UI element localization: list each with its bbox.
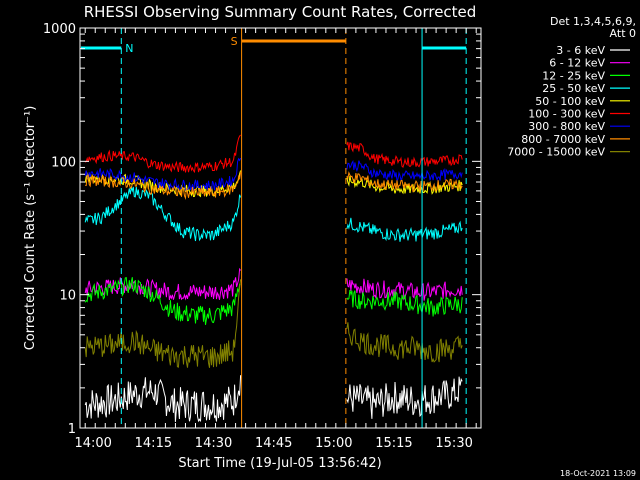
- series-line-7: [85, 171, 463, 201]
- plot-frame: [79, 27, 482, 429]
- y-tick-label: 100: [51, 155, 76, 170]
- x-tick-label: 14:15: [135, 436, 172, 451]
- x-tick-label: 15:15: [375, 436, 412, 451]
- x-tick-label: 14:45: [255, 436, 292, 451]
- x-tick-label: 14:30: [195, 436, 232, 451]
- legend-entry-label: 50 - 100 keV: [535, 95, 605, 108]
- x-axis-label: Start Time (19-Jul-05 13:56:42): [178, 456, 381, 471]
- legend-entry-label: 800 - 7000 keV: [521, 133, 605, 146]
- y-tick-label: 1000: [43, 22, 76, 37]
- series-line-3: [84, 186, 463, 242]
- legend-entry-label: 3 - 6 keV: [556, 44, 605, 57]
- footer-date: 18-Oct-2021 13:09: [560, 469, 636, 478]
- legend-header-line: Det 1,3,4,5,6,9,: [550, 15, 636, 28]
- x-tick-label: 14:00: [74, 436, 111, 451]
- y-tick-label: 1: [68, 422, 76, 437]
- legend-header-line: Att 0: [610, 27, 636, 40]
- legend-entry-label: 12 - 25 keV: [542, 69, 605, 82]
- x-tick-label: 15:00: [315, 436, 352, 451]
- legend-entry-label: 300 - 800 keV: [528, 120, 605, 133]
- y-tick-label: 10: [59, 289, 76, 304]
- axes: 1 10 100 1000 14:00 14:15 14:30 14:45 15:00 15:15…: [43, 22, 481, 451]
- series-line-5: [84, 134, 463, 174]
- plot-area: SN: [81, 28, 467, 428]
- series-line-8: [84, 279, 463, 368]
- series-line-2: [84, 276, 463, 325]
- series-line-0: [84, 375, 463, 423]
- legend-entry-label: 25 - 50 keV: [542, 82, 605, 95]
- night-label-n: N: [125, 42, 133, 55]
- legend-entry-label: 7000 - 15000 keV: [507, 146, 605, 159]
- x-tick-label: 15:30: [435, 436, 472, 451]
- legend-entry-label: 100 - 300 keV: [528, 108, 605, 121]
- series-line-6: [84, 157, 463, 192]
- gap-label-s: S: [231, 35, 238, 48]
- y-axis-label: Corrected Count Rate (s⁻¹ detector⁻¹): [23, 106, 38, 351]
- chart-title: RHESSI Observing Summary Count Rates, Co…: [84, 3, 477, 21]
- legend-entry-label: 6 - 12 keV: [549, 57, 605, 70]
